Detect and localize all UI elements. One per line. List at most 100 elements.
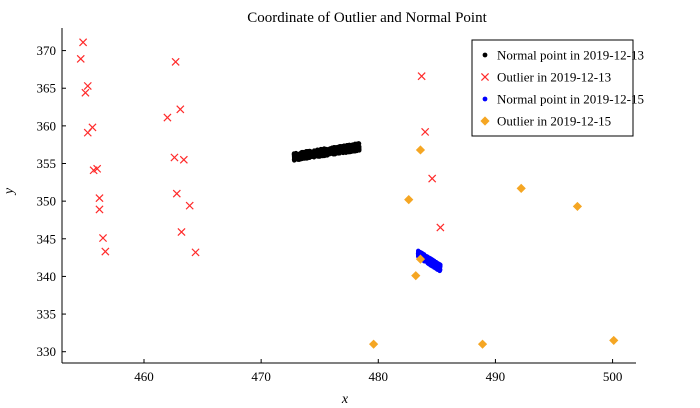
data-point xyxy=(177,227,186,237)
data-point xyxy=(83,128,92,137)
x-stroke xyxy=(191,248,200,257)
y-axis-label: y xyxy=(2,187,17,196)
x-stroke xyxy=(163,113,172,122)
data-point xyxy=(609,335,619,346)
data-point xyxy=(172,189,181,198)
legend-label: Normal point in 2019-12-15 xyxy=(497,92,644,107)
data-point xyxy=(353,147,359,153)
x-stroke xyxy=(172,189,181,198)
data-point xyxy=(300,150,306,155)
data-point xyxy=(170,153,179,162)
x-stroke xyxy=(480,72,490,82)
data-point xyxy=(176,105,185,114)
y-tick-label: 370 xyxy=(37,43,57,58)
data-point xyxy=(318,152,323,158)
x-stroke xyxy=(421,127,430,136)
series-2 xyxy=(76,38,445,257)
x-stroke xyxy=(185,201,194,210)
x-stroke xyxy=(83,81,92,90)
y-tick-label: 355 xyxy=(37,156,57,171)
data-point xyxy=(83,81,92,90)
data-point xyxy=(348,144,354,149)
data-point xyxy=(98,234,108,243)
data-point xyxy=(340,150,345,155)
series-3 xyxy=(415,248,443,274)
data-point xyxy=(318,146,324,152)
data-point xyxy=(294,154,299,160)
legend: Normal point in 2019-12-13 Outlier in 201… xyxy=(471,39,644,137)
x-stroke xyxy=(98,234,108,243)
x-tick-label: 460 xyxy=(134,369,154,384)
legend-label: Outlier in 2019-12-15 xyxy=(497,114,611,129)
x-tick-label: 490 xyxy=(486,369,506,384)
y-tick-label: 340 xyxy=(37,269,57,284)
x-stroke xyxy=(179,155,188,164)
chart-title: Coordinate of Outlier and Normal Point xyxy=(247,10,487,26)
x-stroke xyxy=(436,223,445,232)
y-tick-label: 330 xyxy=(37,344,57,359)
y-tick-label: 365 xyxy=(37,81,57,96)
data-point xyxy=(179,155,188,164)
data-point xyxy=(477,339,488,349)
data-point xyxy=(163,113,172,122)
data-point xyxy=(417,72,426,81)
x-stroke xyxy=(176,105,185,114)
legend-box xyxy=(471,39,634,137)
data-point xyxy=(101,247,110,256)
series-4 xyxy=(369,145,619,349)
x-tick-label: 470 xyxy=(251,369,271,384)
legend-label: Normal point in 2019-12-13 xyxy=(497,48,644,63)
data-point xyxy=(185,201,194,210)
data-point xyxy=(298,155,303,160)
data-point xyxy=(76,54,85,63)
x-stroke xyxy=(417,72,426,81)
data-point xyxy=(516,183,526,193)
data-point xyxy=(333,149,339,155)
data-point xyxy=(171,57,180,66)
data-point xyxy=(321,146,327,151)
x-stroke xyxy=(177,227,186,237)
data-point xyxy=(421,127,430,136)
data-point xyxy=(423,254,429,259)
data-point xyxy=(191,248,200,257)
data-point xyxy=(325,148,330,154)
x-stroke xyxy=(89,166,98,175)
data-point xyxy=(335,145,341,151)
y-tick-label: 350 xyxy=(37,194,57,209)
data-point xyxy=(369,339,379,349)
y-tick-label: 360 xyxy=(37,118,57,133)
x-stroke xyxy=(101,247,110,256)
x-stroke xyxy=(428,174,437,183)
data-point xyxy=(411,271,421,281)
plot-area xyxy=(76,38,619,349)
data-point xyxy=(95,194,104,203)
data-point xyxy=(81,88,90,97)
x-tick-label: 480 xyxy=(369,369,389,384)
x-stroke xyxy=(171,57,180,66)
x-axis-label: x xyxy=(341,392,349,407)
data-point xyxy=(436,223,445,232)
series-1 xyxy=(291,141,362,163)
x-stroke xyxy=(95,194,104,203)
data-point xyxy=(89,166,98,175)
data-point xyxy=(349,148,354,154)
data-point xyxy=(95,205,104,214)
data-point xyxy=(572,201,583,212)
data-point xyxy=(306,149,312,155)
x-stroke xyxy=(83,128,92,137)
data-point xyxy=(305,153,311,158)
data-point xyxy=(437,268,442,273)
x-stroke xyxy=(170,153,179,162)
x-stroke xyxy=(81,88,90,97)
y-tick-label: 335 xyxy=(37,307,57,322)
data-point xyxy=(404,195,414,205)
axes: 460 470 480 490 500 330 335 340 345 350 355 360 365 3… xyxy=(37,28,636,384)
x-stroke xyxy=(79,38,88,47)
legend-marker xyxy=(482,52,488,58)
x-stroke xyxy=(95,205,104,214)
data-point xyxy=(433,265,439,271)
legend-label: Outlier in 2019-12-13 xyxy=(497,70,611,85)
data-point xyxy=(428,174,437,183)
data-point xyxy=(427,256,432,261)
